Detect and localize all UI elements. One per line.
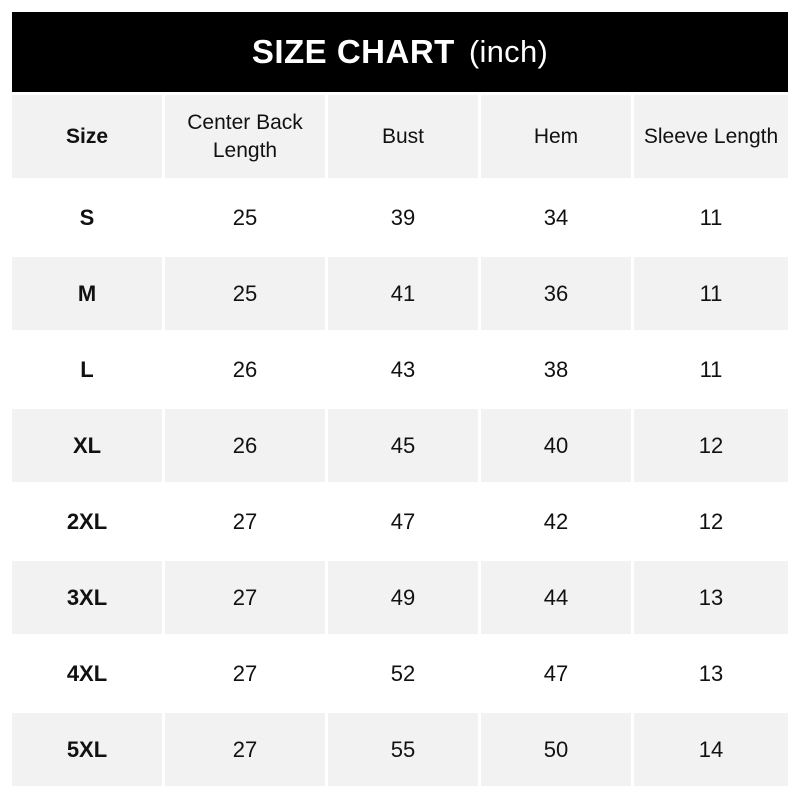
cell-sleeve-length: 13	[634, 561, 788, 637]
cell-bust: 45	[328, 409, 481, 485]
cell-bust: 39	[328, 181, 481, 257]
cell-center-back-length: 27	[165, 561, 328, 637]
cell-size: 3XL	[12, 561, 165, 637]
cell-hem: 38	[481, 333, 634, 409]
cell-size: S	[12, 181, 165, 257]
table-row: XL 26 45 40 12	[12, 409, 788, 485]
cell-hem: 47	[481, 637, 634, 713]
chart-title-bar: SIZE CHART (inch)	[12, 12, 788, 92]
table-row: 5XL 27 55 50 14	[12, 713, 788, 789]
size-chart-table: Size Center Back Length Bust Hem Sleeve …	[12, 95, 788, 789]
cell-hem: 36	[481, 257, 634, 333]
cell-sleeve-length: 11	[634, 333, 788, 409]
column-header-center-back-length: Center Back Length	[165, 95, 328, 181]
cell-bust: 49	[328, 561, 481, 637]
cell-sleeve-length: 11	[634, 181, 788, 257]
table-header: Size Center Back Length Bust Hem Sleeve …	[12, 95, 788, 181]
cell-sleeve-length: 13	[634, 637, 788, 713]
cell-center-back-length: 27	[165, 713, 328, 789]
cell-bust: 47	[328, 485, 481, 561]
page-title: SIZE CHART	[251, 33, 455, 70]
table-row: L 26 43 38 11	[12, 333, 788, 409]
cell-size: M	[12, 257, 165, 333]
cell-bust: 52	[328, 637, 481, 713]
cell-size: 4XL	[12, 637, 165, 713]
column-header-sleeve-length: Sleeve Length	[634, 95, 788, 181]
cell-hem: 44	[481, 561, 634, 637]
cell-sleeve-length: 12	[634, 409, 788, 485]
cell-sleeve-length: 11	[634, 257, 788, 333]
cell-size: XL	[12, 409, 165, 485]
cell-sleeve-length: 14	[634, 713, 788, 789]
cell-sleeve-length: 12	[634, 485, 788, 561]
cell-hem: 40	[481, 409, 634, 485]
cell-bust: 41	[328, 257, 481, 333]
column-header-bust: Bust	[328, 95, 481, 181]
column-header-hem: Hem	[481, 95, 634, 181]
cell-size: 5XL	[12, 713, 165, 789]
cell-center-back-length: 26	[165, 333, 328, 409]
cell-size: L	[12, 333, 165, 409]
cell-center-back-length: 25	[165, 257, 328, 333]
table-row: 4XL 27 52 47 13	[12, 637, 788, 713]
header-row: Size Center Back Length Bust Hem Sleeve …	[12, 95, 788, 181]
cell-bust: 55	[328, 713, 481, 789]
table-row: 3XL 27 49 44 13	[12, 561, 788, 637]
cell-hem: 42	[481, 485, 634, 561]
table-row: M 25 41 36 11	[12, 257, 788, 333]
title-unit-label: (inch)	[468, 34, 549, 69]
cell-center-back-length: 25	[165, 181, 328, 257]
cell-center-back-length: 26	[165, 409, 328, 485]
column-header-size: Size	[12, 95, 165, 181]
cell-size: 2XL	[12, 485, 165, 561]
cell-hem: 34	[481, 181, 634, 257]
cell-bust: 43	[328, 333, 481, 409]
table-row: 2XL 27 47 42 12	[12, 485, 788, 561]
cell-center-back-length: 27	[165, 637, 328, 713]
table-row: S 25 39 34 11	[12, 181, 788, 257]
cell-hem: 50	[481, 713, 634, 789]
cell-center-back-length: 27	[165, 485, 328, 561]
table-body: S 25 39 34 11 M 25 41 36 11 L 26 43 38 1…	[12, 181, 788, 789]
